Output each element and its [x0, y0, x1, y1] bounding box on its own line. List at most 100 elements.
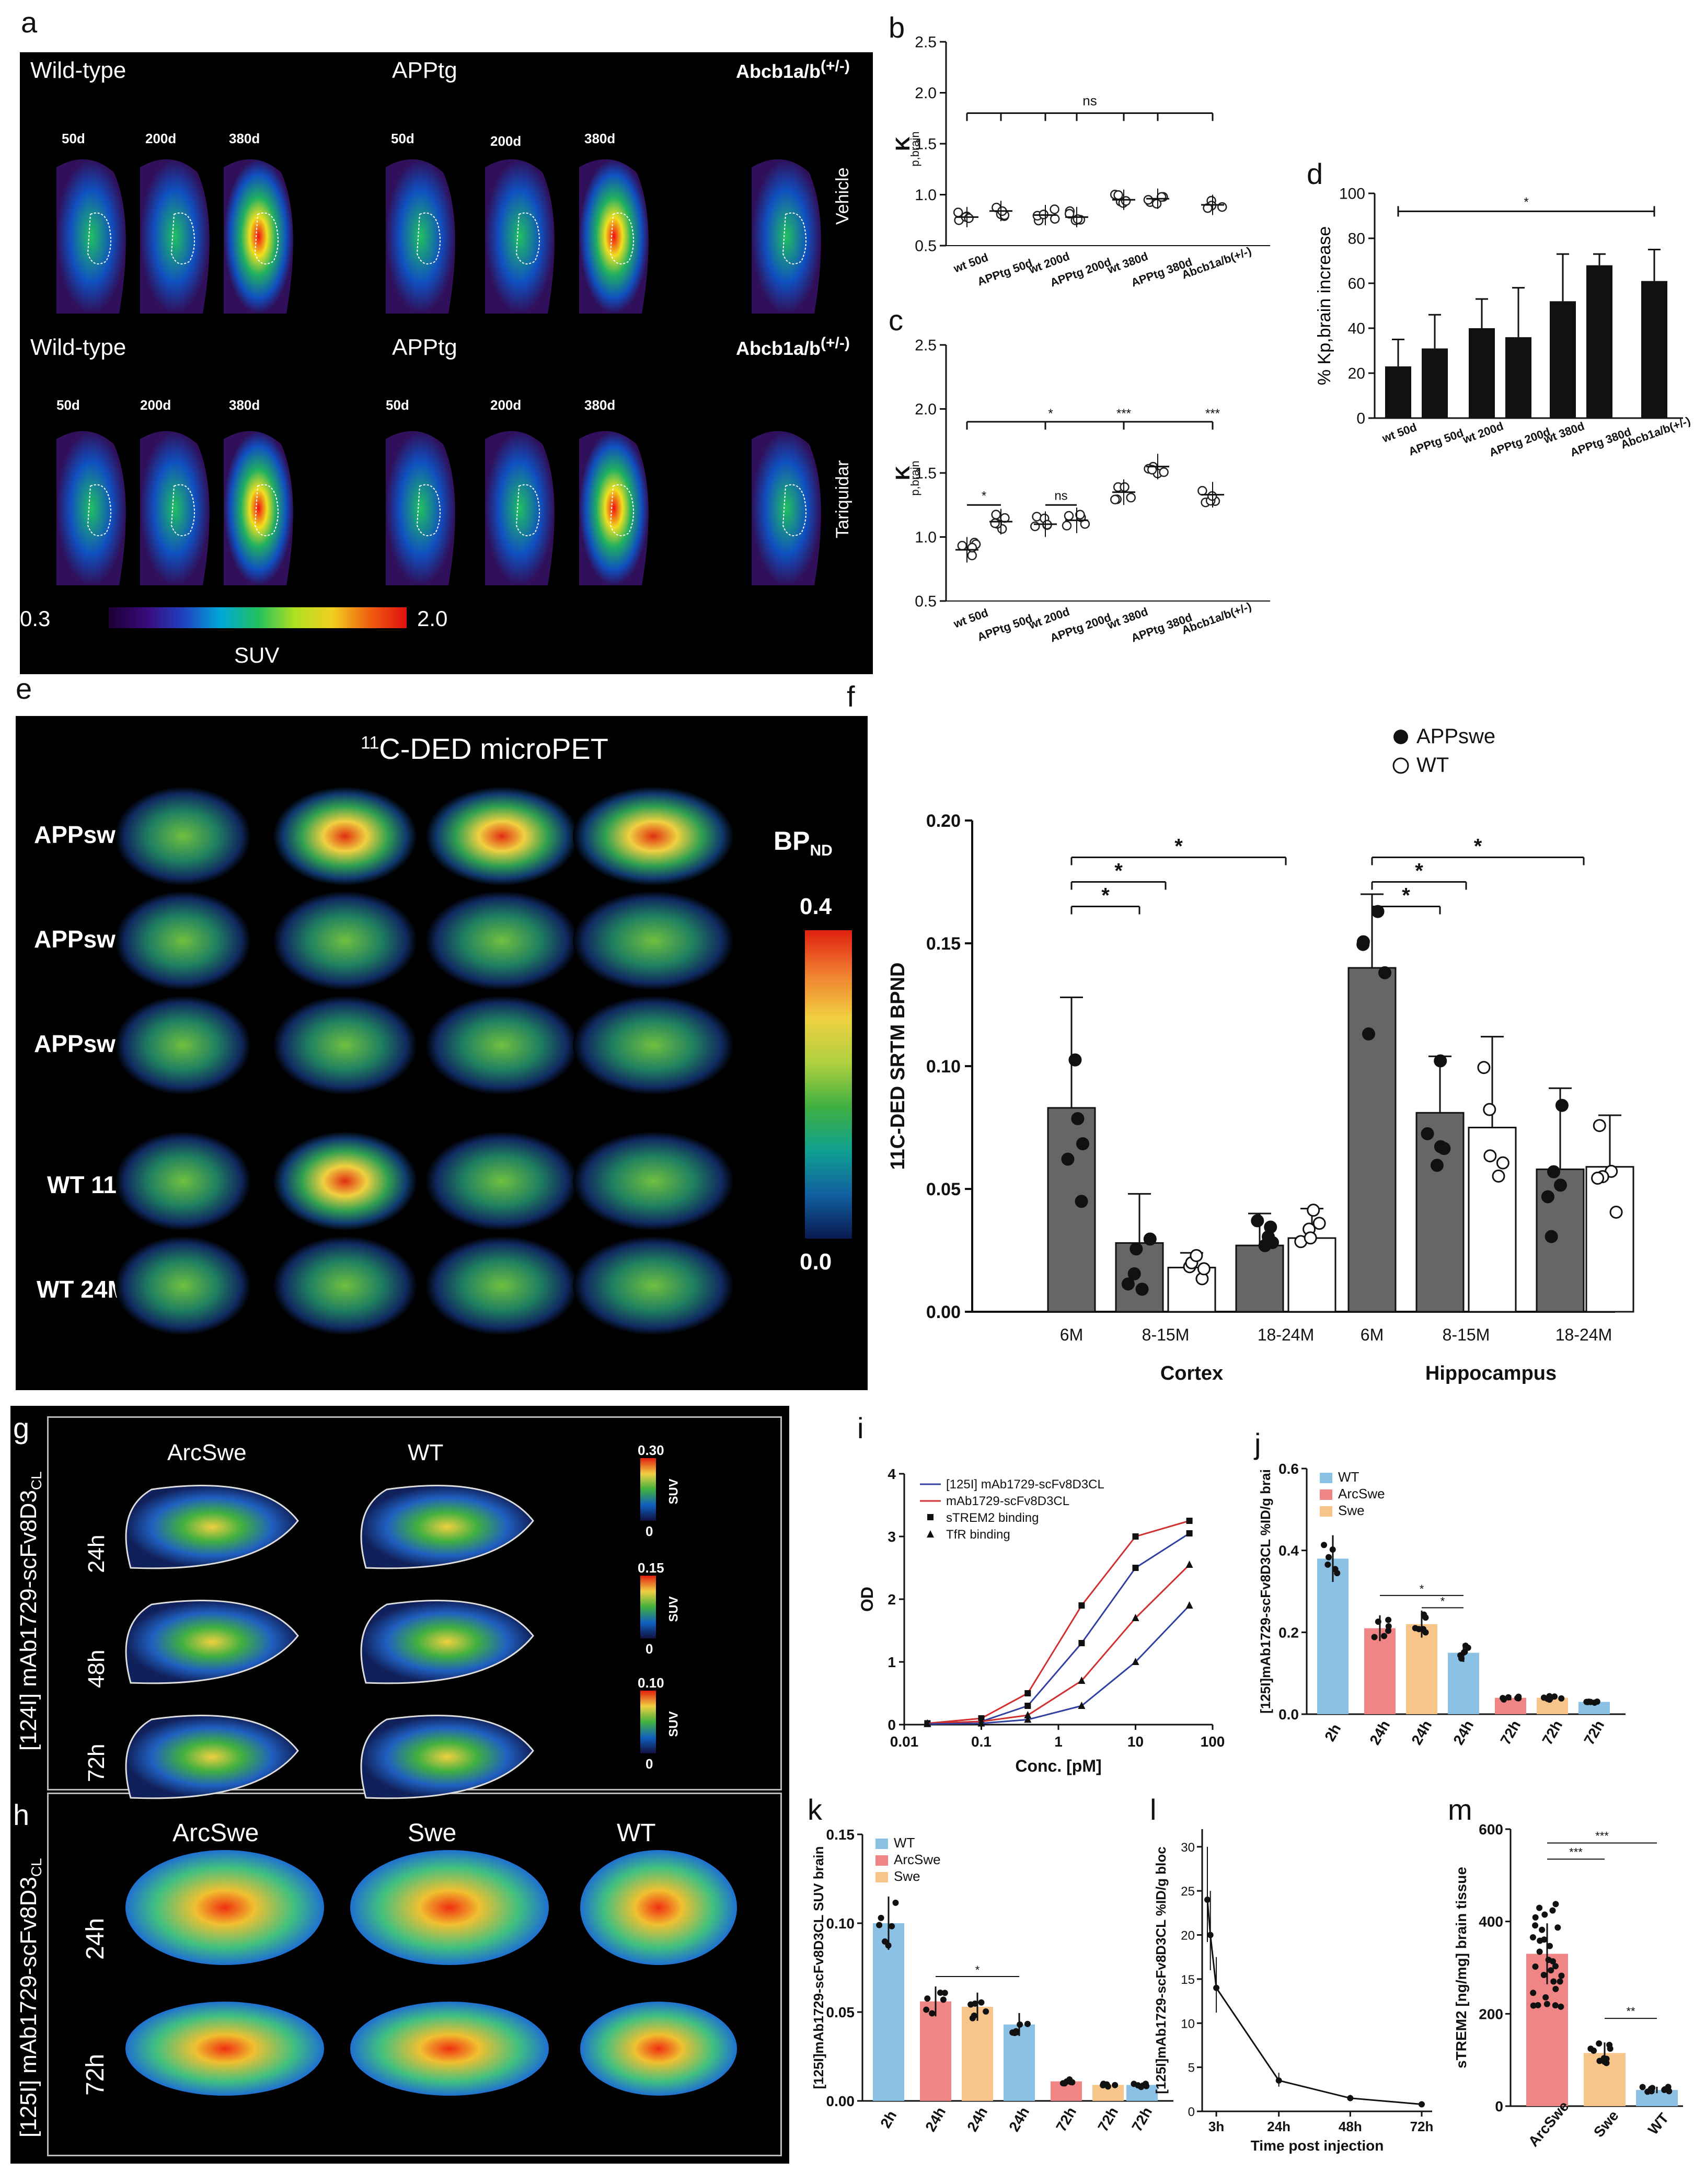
panel-k-data-point: [937, 1990, 944, 1996]
panel-m-data-point: [1540, 1972, 1547, 1979]
brain-slice: [425, 891, 578, 990]
panel-f-data-point: [1135, 1282, 1149, 1296]
panel-k-x-tick-label: 72h: [1053, 2105, 1079, 2134]
brain-slice: [425, 1131, 578, 1231]
panel-l-y-label: [125I]mAb1729-scFv8D3CL %ID/g bloc: [1153, 1846, 1169, 2094]
panel-c-data-point: [991, 510, 1001, 519]
panel-m-x-tick-label: Swe: [1591, 2107, 1622, 2140]
panel-e-scale-max: 0.4: [800, 894, 832, 919]
panel-f-sig-label: *: [1415, 860, 1423, 883]
panel-m-data-point: [1606, 2041, 1613, 2048]
panel-k-legend-2: Swe: [894, 1868, 920, 1884]
brain-image-h: [350, 1850, 549, 1965]
panel-m-y-tick-label: 0: [1495, 2098, 1503, 2114]
panel-d-y-tick-label: 40: [1348, 320, 1365, 338]
panel-j-data-point: [1385, 1616, 1392, 1623]
panel-k-x-tick-label: 24h: [964, 2105, 990, 2134]
panel-d-bar: [1586, 265, 1612, 418]
panel-f-data-point: [1127, 1267, 1141, 1280]
panel-f-data-point: [1143, 1232, 1157, 1246]
panel-k-data-point: [924, 1995, 931, 2002]
panel-i-x-tick-label: 1: [1054, 1734, 1063, 1750]
brain-slice: [273, 891, 417, 990]
panel-m-data-point: [1639, 2084, 1646, 2090]
panel-i-marker: [1132, 1533, 1139, 1540]
brain-image-g: [360, 1715, 534, 1799]
panel-f-data-point: [1068, 1053, 1082, 1067]
panel-g-scale0-bar: [640, 1458, 656, 1521]
panel-f-data-point: [1541, 1190, 1554, 1204]
panel-k-y-tick-label: 0.15: [826, 1827, 855, 1843]
panel-j-x-tick-label: 24h: [1366, 1718, 1393, 1748]
panel-k-x-tick-label: 72h: [1094, 2105, 1121, 2134]
panel-i-legend-marker-3: [927, 1530, 934, 1538]
brain-slice: [273, 1236, 417, 1335]
panel-f-sig-label: *: [1114, 860, 1123, 883]
panel-m-sig-0: ***: [1595, 1830, 1609, 1843]
panel-k-data-point: [1138, 2084, 1145, 2090]
panel-g-scale2-bar: [640, 1691, 656, 1753]
panel-d-y-tick-label: 60: [1348, 275, 1365, 293]
roi-outline: [87, 212, 111, 264]
panel-a-label-abcb-bottom: Abcb1a/b(+/-): [736, 334, 850, 359]
panel-k-legend-swatch: [875, 1839, 888, 1849]
panel-f-data-point: [1430, 1159, 1444, 1172]
panel-letter-l: l: [1150, 1793, 1157, 1826]
brain-slice: [115, 996, 251, 1095]
panel-m-data-point: [1529, 1934, 1536, 1940]
panel-f-data-point: [1076, 1137, 1090, 1151]
panel-a-age-app-50: 50d: [391, 131, 414, 146]
panel-d-bar: [1641, 281, 1667, 418]
panel-k-y-tick-label: 0.00: [826, 2093, 855, 2109]
panel-i-x-tick-label: 0.1: [971, 1734, 992, 1750]
panel-m-data-point: [1596, 2040, 1603, 2047]
panel-a-scale-max: 2.0: [417, 606, 448, 631]
brain-slice: [573, 996, 734, 1095]
roi-outline: [416, 484, 441, 536]
panel-letter-i: i: [857, 1412, 864, 1445]
panel-a-label-wildtype-bottom: Wild-type: [30, 334, 126, 360]
panel-c-y-tick-label: 0.5: [915, 593, 937, 610]
panel-g-scale1-bar: [640, 1576, 656, 1638]
panel-m-data-point: [1550, 1958, 1557, 1965]
panel-b-x-tick-label: wt 50d: [951, 250, 990, 275]
panel-letter-e: e: [16, 672, 32, 705]
panel-h-col-2: WT: [617, 1819, 656, 1847]
panel-f-data-point: [1437, 1142, 1451, 1155]
panel-f-data-point: [1545, 1230, 1558, 1243]
panel-letter-f: f: [847, 680, 855, 713]
panel-d-y-label: % Kp,brain increase: [1315, 226, 1334, 385]
panel-l-chart: 0 5 10 15 20 25 30 3h 24h 48h 72h Time post injecti…: [1153, 1829, 1433, 2154]
panel-c-sig-top-1: ***: [1116, 407, 1131, 421]
panel-e-scale-min: 0.0: [800, 1249, 832, 1275]
panel-i-marker: [1024, 1703, 1031, 1709]
panel-f-y-tick-label: 0.00: [926, 1302, 961, 1322]
panel-letter-k: k: [808, 1793, 822, 1826]
panel-f-data-point: [1483, 1103, 1496, 1116]
panel-j-y-tick-label: 0.0: [1278, 1706, 1299, 1723]
panel-a-label-abcb-top: Abcb1a/b(+/-): [736, 57, 850, 82]
panel-c-y-label-sub: p,brain: [908, 460, 921, 495]
panel-j-legend-0: WT: [1338, 1469, 1359, 1485]
panel-c-data-point: [990, 518, 1000, 528]
panel-f-data-point: [1121, 1277, 1135, 1291]
panel-b-data-point: [1156, 192, 1167, 202]
panel-m-data-point: [1532, 1922, 1539, 1929]
panel-i-marker: [924, 1719, 931, 1727]
panel-k-y-label: [125I]mAb1729-scFv8D3CL SUV brain: [811, 1846, 826, 2089]
panel-a-pet-images: [56, 159, 821, 585]
panel-i-legend-0: [125I] mAb1729-scFv8D3CL: [946, 1477, 1104, 1492]
brain-slice: [273, 1131, 417, 1231]
panel-f-legend-appswe: APPswe: [1416, 725, 1495, 748]
panel-f-data-point: [1593, 1119, 1606, 1133]
panel-a-age-app-380: 380d: [584, 131, 616, 146]
panel-f-sig-label: *: [1402, 884, 1410, 907]
panel-m-data-point: [1530, 1990, 1537, 1996]
panel-e-brain-slices: [115, 787, 734, 1335]
panel-c-sig-top-2: ***: [1205, 407, 1220, 421]
panel-b-y-label-sub: p,brain: [908, 131, 921, 166]
panel-f-data-point: [1356, 935, 1370, 949]
panel-m-y-tick-label: 600: [1479, 1821, 1503, 1838]
panel-m-data-point: [1550, 1978, 1557, 1985]
panel-b-data-point: [1050, 214, 1060, 224]
